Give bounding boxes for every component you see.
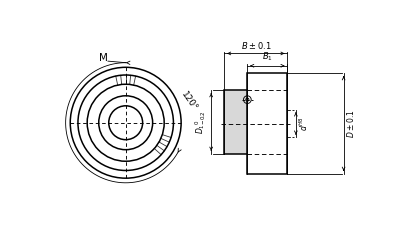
Text: $D\pm0.1$: $D\pm0.1$ (345, 109, 356, 138)
Text: $D_1{}^0_{-0.2}$: $D_1{}^0_{-0.2}$ (193, 110, 208, 134)
Text: 120°: 120° (179, 90, 199, 113)
Text: $B_1$: $B_1$ (262, 51, 273, 63)
Bar (247, 73, 287, 174)
Text: $d^{H8}$: $d^{H8}$ (297, 116, 310, 131)
Text: $B\pm0.1$: $B\pm0.1$ (240, 40, 271, 51)
Text: M: M (99, 53, 108, 63)
Bar (224, 90, 247, 154)
